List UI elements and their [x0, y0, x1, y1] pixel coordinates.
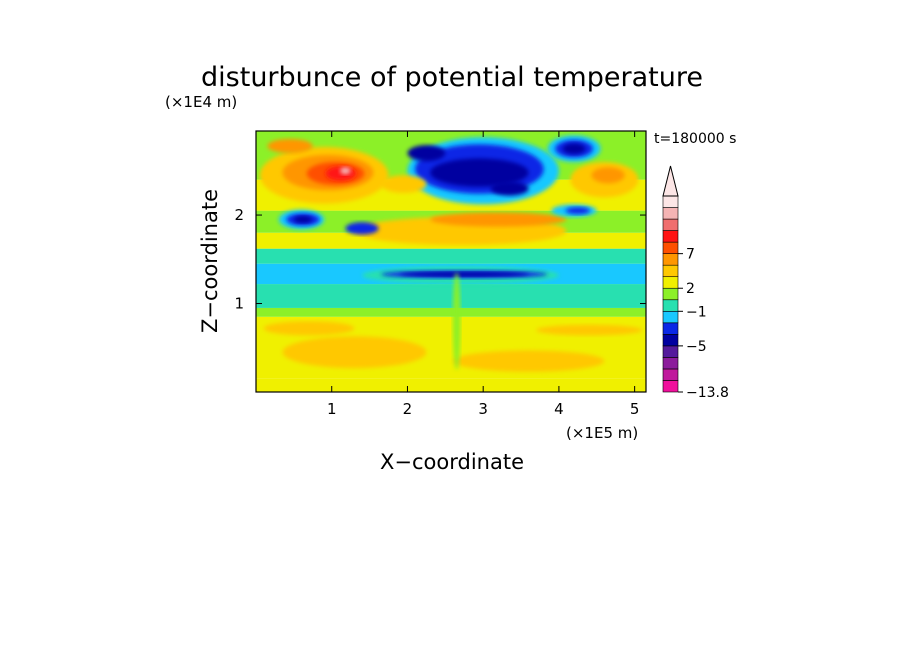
field-band [256, 284, 646, 308]
y-axis-title: Z−coordinate [198, 189, 222, 333]
x-axis-title: X−coordinate [380, 450, 524, 474]
colorbar-segment [662, 287, 679, 301]
field-band [256, 307, 646, 317]
field-feature [267, 138, 313, 154]
colorbar-segment [662, 241, 679, 254]
colorbar-segment [662, 195, 679, 208]
colorbar-segment [662, 218, 679, 231]
plot-frame [255, 130, 647, 393]
field-feature [399, 272, 529, 277]
field-feature [536, 324, 643, 336]
x-axis: 1 2 3 4 5 [327, 131, 639, 418]
colorbar-label: −13.8 [686, 385, 729, 401]
x-unit-label: (×1E5 m) [566, 424, 638, 442]
field-band [256, 248, 646, 264]
field-feature [565, 207, 590, 215]
x-tick-label: 2 [403, 400, 413, 418]
colorbar-label: −1 [686, 304, 707, 320]
field-feature [340, 167, 351, 175]
colorbar-segment [662, 380, 679, 393]
time-label: t=180000 s [654, 131, 736, 147]
field-feature [562, 143, 586, 155]
y-unit-label: (×1E4 m) [165, 93, 237, 111]
y-axis: 12 [234, 206, 646, 313]
colorbar-label: 2 [686, 281, 695, 297]
colorbar-segment [662, 264, 679, 278]
colorbar-segment [662, 322, 679, 335]
field-feature [263, 321, 355, 336]
colorbar-segment [662, 357, 679, 370]
field-feature [282, 336, 427, 369]
x-tick-label: 3 [478, 400, 488, 418]
field-feature [430, 158, 529, 187]
colorbar: −13.8 −5 −1 2 7 [662, 165, 729, 401]
field-feature [293, 215, 313, 224]
field-feature [591, 167, 625, 184]
colorbar-segment [662, 310, 679, 324]
colorbar-segment [662, 230, 679, 243]
field-feature [325, 166, 356, 181]
colorbar-segment [662, 253, 679, 266]
colorbar-segment [662, 207, 679, 220]
y-tick-label: 2 [234, 206, 244, 224]
x-tick-label: 4 [554, 400, 564, 418]
colorbar-label: 7 [686, 247, 695, 263]
colorbar-label: −5 [686, 339, 707, 355]
field-feature [490, 181, 529, 196]
field-band [256, 378, 646, 392]
field-feature [452, 272, 461, 370]
colorbar-segment [662, 334, 679, 347]
chart-title: disturbunce of potential temperature [201, 62, 703, 93]
x-tick-label: 1 [327, 400, 337, 418]
y-tick-label: 1 [234, 295, 244, 313]
field-feature [345, 222, 379, 235]
colorbar-segment [662, 345, 679, 358]
colorbar-segment [662, 368, 679, 381]
field-feature [407, 145, 446, 162]
field-feature [452, 350, 605, 372]
field-feature [380, 175, 427, 193]
heatmap-field [256, 131, 646, 392]
colorbar-segment [662, 299, 679, 312]
colorbar-extend-arrow [662, 165, 679, 197]
colorbar-segment [662, 276, 679, 289]
x-tick-label: 5 [630, 400, 640, 418]
field-feature [430, 212, 567, 227]
